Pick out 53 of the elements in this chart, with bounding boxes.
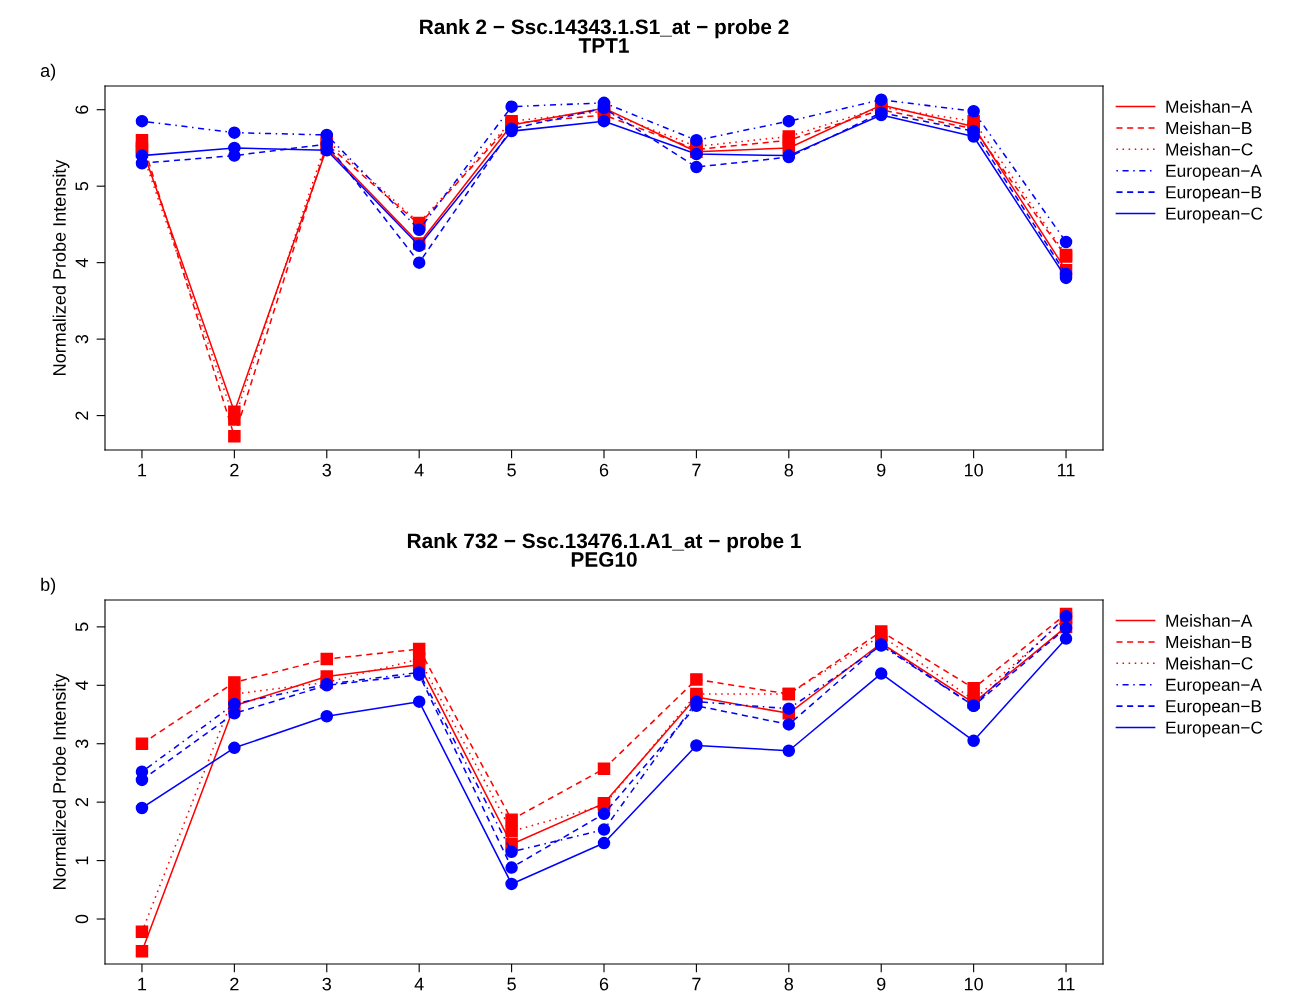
y-tick-label: 2 [75, 798, 89, 807]
text: a) [40, 63, 56, 81]
x-tick-label: 9 [877, 463, 886, 477]
x-tick-label: 3 [322, 977, 332, 991]
x-tick-label: 10 [964, 463, 983, 477]
chart-title: Rank 2 − Ssc.14343.1.S1_at − probe 2 [420, 18, 789, 39]
x-tick-label: 8 [784, 463, 794, 477]
x-tick-label: 11 [1058, 977, 1075, 991]
legend-label: European−B [1166, 186, 1262, 202]
y-axis-title: Normalized Probe Intensity [52, 159, 70, 375]
y-tick-label: 3 [75, 334, 89, 344]
chart-subtitle: TPT1 [578, 38, 629, 53]
legend-label: Meishan−A [1166, 100, 1253, 113]
text: b) [41, 577, 56, 595]
x-tick-label: 8 [784, 977, 794, 991]
legend-label: European−A [1166, 678, 1262, 695]
x-tick-label: 2 [230, 977, 239, 991]
y-tick-label: 3 [75, 739, 89, 749]
legend-label: Meishan−C [1166, 656, 1253, 670]
y-tick-label: 0 [75, 914, 89, 924]
x-tick-label: 5 [507, 977, 516, 991]
y-tick-label: 5 [75, 622, 89, 632]
x-tick-label: 3 [322, 463, 332, 477]
y-tick-label: 4 [75, 258, 89, 268]
legend-label: Meishan−A [1166, 614, 1253, 627]
x-tick-label: 4 [414, 463, 424, 477]
x-tick-label: 6 [599, 977, 609, 991]
y-axis-title: Normalized Probe Intensity [52, 673, 70, 889]
y-tick-label: 6 [75, 105, 89, 114]
chart-subtitle: PEG10 [571, 552, 637, 567]
x-tick-label: 7 [692, 977, 701, 991]
legend-label: European−C [1166, 721, 1263, 738]
x-tick-label: 4 [414, 977, 424, 991]
x-tick-label: 1 [138, 463, 147, 477]
x-tick-label: 7 [692, 463, 701, 477]
legend-label: Meishan−C [1166, 142, 1253, 156]
x-tick-label: 5 [507, 463, 516, 477]
y-tick-label: 4 [75, 680, 89, 690]
x-tick-label: 2 [230, 463, 239, 477]
x-tick-label: 1 [138, 977, 147, 991]
legend-label: Meishan−B [1166, 121, 1252, 135]
legend-label: European−A [1166, 164, 1262, 181]
x-tick-label: 11 [1058, 463, 1075, 477]
legend-label: Meishan−B [1166, 635, 1252, 649]
legend-label: European−C [1166, 207, 1263, 224]
x-tick-label: 9 [877, 977, 886, 991]
chart-title: Rank 732 − Ssc.13476.1.A1_at − probe 1 [407, 532, 801, 553]
x-tick-label: 10 [964, 977, 983, 991]
legend-label: European−B [1166, 700, 1262, 716]
y-tick-label: 1 [75, 856, 89, 865]
y-tick-label: 5 [75, 181, 89, 191]
y-tick-label: 2 [75, 411, 89, 420]
x-tick-label: 6 [599, 463, 609, 477]
